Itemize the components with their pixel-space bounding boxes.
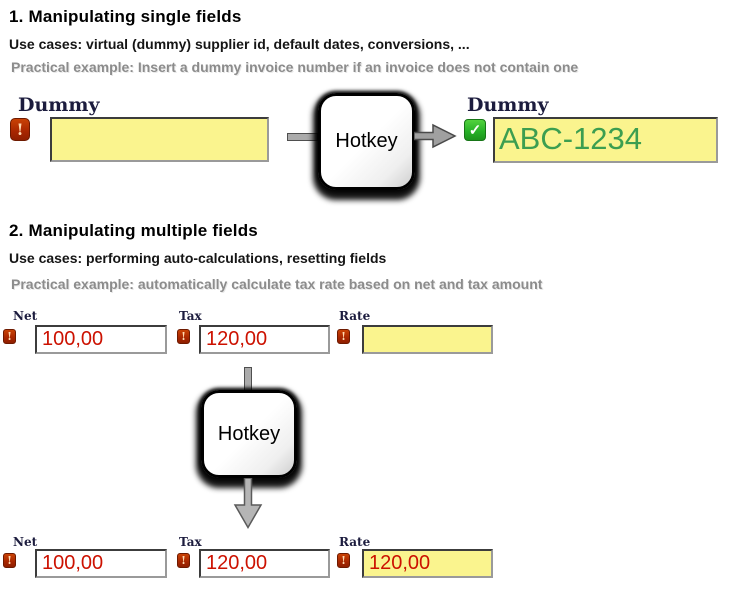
arrow-into-hotkey-icon [287,133,318,141]
dummy-label-after: Dummy [467,94,549,116]
hotkey-label: Hotkey [335,130,398,152]
required-exclamation-icon: ! [337,553,350,568]
section1-use-cases: Use cases: virtual (dummy) supplier id, … [9,36,470,52]
exclamation-glyph: ! [181,554,186,567]
exclamation-glyph: ! [7,554,12,567]
required-exclamation-icon: ! [10,118,30,141]
hotkey-node-1: Hotkey [318,93,415,190]
exclamation-glyph: ! [16,120,24,139]
dummy-input-before[interactable] [50,117,269,162]
rate-input-after[interactable]: 120,00 [362,549,493,578]
section2-practical-example: Practical example: automatically calcula… [11,276,543,292]
section2-title: 2. Manipulating multiple fields [9,221,258,240]
check-icon: ✓ [464,119,486,141]
tax-input-after[interactable]: 120,00 [199,549,330,578]
net-input-after[interactable]: 100,00 [35,549,167,578]
section1-title: 1. Manipulating single fields [9,7,242,26]
net-label-after: Net [13,535,38,549]
tax-label-before: Tax [179,309,202,323]
dummy-input-after[interactable]: ABC-1234 [493,117,718,163]
exclamation-glyph: ! [181,330,186,343]
rate-input-before[interactable] [362,325,493,354]
dummy-label-before: Dummy [18,94,100,116]
tax-label-after: Tax [179,535,202,549]
check-glyph: ✓ [468,122,482,139]
rate-label-after: Rate [339,535,371,549]
section1-practical-example: Practical example: Insert a dummy invoic… [11,59,579,75]
required-exclamation-icon: ! [337,329,350,344]
hotkey-label: Hotkey [217,422,281,445]
section2-use-cases: Use cases: performing auto-calculations,… [9,250,387,266]
arrow-out-of-hotkey-icon [414,123,457,149]
required-exclamation-icon: ! [177,553,190,568]
arrow-into-hotkey2-icon [244,367,252,392]
exclamation-glyph: ! [341,330,346,343]
arrow-out-of-hotkey2-icon [233,478,263,529]
rate-label-before: Rate [339,309,371,323]
hotkey-node-2: Hotkey [201,390,297,478]
required-exclamation-icon: ! [177,329,190,344]
net-input-before[interactable]: 100,00 [35,325,167,354]
net-label-before: Net [13,309,38,323]
tax-input-before[interactable]: 120,00 [199,325,330,354]
required-exclamation-icon: ! [3,553,16,568]
exclamation-glyph: ! [7,330,12,343]
required-exclamation-icon: ! [3,329,16,344]
exclamation-glyph: ! [341,554,346,567]
